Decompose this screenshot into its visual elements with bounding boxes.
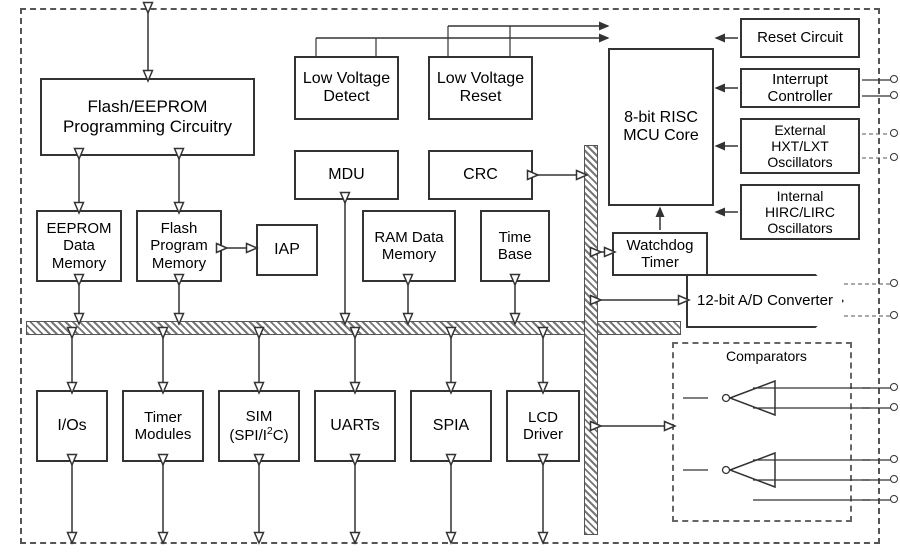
ext-pin [890, 475, 898, 483]
block-flash_eeprom: Flash/EEPROM Programming Circuitry [40, 78, 255, 156]
ext-pin [890, 153, 898, 161]
group-comparators-label: Comparators [726, 348, 807, 364]
block-iap-label: IAP [274, 241, 300, 259]
block-timermod-label: Timer Modules [128, 409, 198, 444]
block-sim-label: SIM(SPI/I2C) [229, 408, 288, 445]
block-int_osc: Internal HIRC/LIRC Oscillators [740, 184, 860, 240]
block-adc-label: 12-bit A/D Converter [697, 292, 833, 309]
block-ext_osc: External HXT/LXT Oscillators [740, 118, 860, 174]
block-int_osc-label: Internal HIRC/LIRC Oscillators [746, 188, 854, 236]
block-flash_mem: Flash Program Memory [136, 210, 222, 282]
bus-vertical [584, 145, 598, 535]
block-ios-label: I/Os [57, 417, 86, 435]
block-lvd: Low Voltage Detect [294, 56, 399, 120]
block-crc: CRC [428, 150, 533, 200]
block-eeprom_mem: EEPROM Data Memory [36, 210, 122, 282]
block-spia-label: SPIA [433, 417, 469, 435]
block-mcu_core-label: 8-bit RISC MCU Core [614, 109, 708, 146]
block-mcu_core: 8-bit RISC MCU Core [608, 48, 714, 206]
block-mdu-label: MDU [328, 166, 364, 184]
block-iap: IAP [256, 224, 318, 276]
block-interrupt: Interrupt Controller [740, 68, 860, 108]
ext-pin [890, 403, 898, 411]
block-uarts-label: UARTs [330, 417, 380, 435]
ext-pin [890, 455, 898, 463]
block-sim: SIM(SPI/I2C) [218, 390, 300, 462]
block-ext_osc-label: External HXT/LXT Oscillators [746, 122, 854, 170]
block-timebase: Time Base [480, 210, 550, 282]
block-ram: RAM Data Memory [362, 210, 456, 282]
block-lvd-label: Low Voltage Detect [300, 70, 393, 107]
ext-pin [890, 311, 898, 319]
block-reset: Reset Circuit [740, 18, 860, 58]
block-spia: SPIA [410, 390, 492, 462]
block-interrupt-label: Interrupt Controller [746, 71, 854, 106]
block-watchdog-label: Watchdog Timer [618, 237, 702, 272]
bus-horizontal [26, 321, 681, 335]
block-lvr-label: Low Voltage Reset [434, 70, 527, 107]
block-mdu: MDU [294, 150, 399, 200]
block-ram-label: RAM Data Memory [368, 229, 450, 264]
block-reset-label: Reset Circuit [757, 29, 843, 46]
ext-pin [890, 129, 898, 137]
block-adc: 12-bit A/D Converter [686, 274, 844, 328]
block-flash_mem-label: Flash Program Memory [142, 220, 216, 272]
block-timebase-label: Time Base [486, 229, 544, 264]
block-ios: I/Os [36, 390, 108, 462]
ext-pin [890, 91, 898, 99]
block-lcd: LCD Driver [506, 390, 580, 462]
block-watchdog: Watchdog Timer [612, 232, 708, 276]
ext-pin [890, 383, 898, 391]
block-timermod: Timer Modules [122, 390, 204, 462]
ext-pin [890, 495, 898, 503]
block-crc-label: CRC [463, 166, 498, 184]
block-flash_eeprom-label: Flash/EEPROM Programming Circuitry [46, 97, 249, 136]
group-comparators [672, 342, 852, 522]
ext-pin [890, 279, 898, 287]
ext-pin [890, 75, 898, 83]
block-uarts: UARTs [314, 390, 396, 462]
block-eeprom_mem-label: EEPROM Data Memory [42, 220, 116, 272]
block-lvr: Low Voltage Reset [428, 56, 533, 120]
block-lcd-label: LCD Driver [512, 409, 574, 444]
